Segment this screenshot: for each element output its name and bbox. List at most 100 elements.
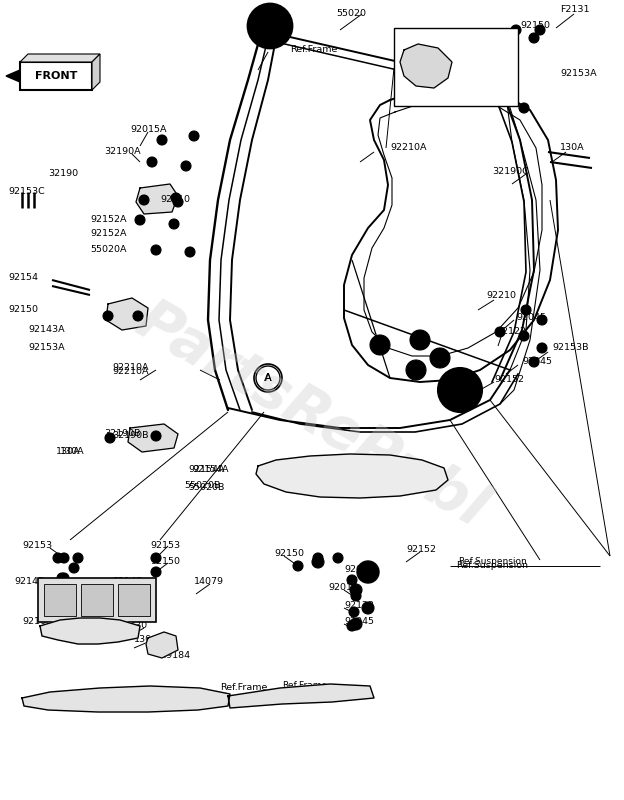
Circle shape xyxy=(59,573,69,583)
Circle shape xyxy=(511,25,521,35)
Text: 92152A: 92152A xyxy=(90,230,127,238)
Circle shape xyxy=(73,553,83,563)
Text: 92143: 92143 xyxy=(112,578,142,586)
Circle shape xyxy=(350,624,354,628)
Text: 32190: 32190 xyxy=(48,170,78,178)
Text: Ref.Suspension: Ref.Suspension xyxy=(458,558,527,566)
Polygon shape xyxy=(136,184,178,214)
Text: 92154A: 92154A xyxy=(192,466,228,474)
Circle shape xyxy=(521,305,531,315)
Circle shape xyxy=(169,219,179,229)
Circle shape xyxy=(363,567,373,577)
Circle shape xyxy=(369,462,379,470)
Text: 92152: 92152 xyxy=(494,375,524,385)
Text: 92152A: 92152A xyxy=(90,215,127,225)
Text: 92150: 92150 xyxy=(150,558,180,566)
Text: 92150: 92150 xyxy=(274,550,304,558)
Circle shape xyxy=(136,314,140,318)
Circle shape xyxy=(133,311,143,321)
Bar xyxy=(81,584,113,616)
Circle shape xyxy=(540,346,544,350)
Circle shape xyxy=(438,368,482,412)
Text: 130A: 130A xyxy=(56,447,80,457)
Bar xyxy=(394,28,518,106)
Circle shape xyxy=(188,250,192,254)
Text: 39184: 39184 xyxy=(160,651,190,661)
Circle shape xyxy=(354,459,363,469)
Circle shape xyxy=(151,567,161,577)
Circle shape xyxy=(62,576,66,580)
Circle shape xyxy=(248,4,292,48)
Circle shape xyxy=(103,311,113,321)
Text: F2131: F2131 xyxy=(560,6,590,14)
Circle shape xyxy=(56,556,60,560)
Circle shape xyxy=(350,578,354,582)
Polygon shape xyxy=(228,684,374,708)
Circle shape xyxy=(151,431,161,441)
Circle shape xyxy=(306,461,314,470)
Text: 92143A: 92143A xyxy=(28,326,65,334)
Bar xyxy=(38,578,156,622)
Text: Ref.Frame: Ref.Frame xyxy=(290,46,338,54)
Circle shape xyxy=(347,575,357,585)
Circle shape xyxy=(293,561,303,571)
Circle shape xyxy=(410,330,430,350)
Circle shape xyxy=(519,331,529,341)
Circle shape xyxy=(105,433,115,443)
Circle shape xyxy=(326,469,334,478)
Circle shape xyxy=(336,479,344,489)
Circle shape xyxy=(139,195,149,205)
Circle shape xyxy=(154,434,158,438)
Text: 92153: 92153 xyxy=(22,542,52,550)
Circle shape xyxy=(353,610,356,614)
Text: 92143: 92143 xyxy=(14,578,44,586)
Circle shape xyxy=(477,55,487,65)
Circle shape xyxy=(151,245,161,255)
Circle shape xyxy=(524,308,528,312)
Polygon shape xyxy=(20,54,100,62)
Text: 92150: 92150 xyxy=(8,306,38,314)
Text: 92210A: 92210A xyxy=(390,143,426,153)
Text: 130: 130 xyxy=(130,622,148,630)
Circle shape xyxy=(306,482,314,490)
Circle shape xyxy=(347,621,357,631)
Circle shape xyxy=(135,215,145,225)
Circle shape xyxy=(296,564,300,568)
Circle shape xyxy=(402,478,411,487)
Circle shape xyxy=(358,470,366,478)
Circle shape xyxy=(539,28,542,32)
Circle shape xyxy=(349,607,359,617)
Text: 92015: 92015 xyxy=(328,583,358,593)
Circle shape xyxy=(519,103,529,113)
Bar xyxy=(44,584,76,616)
Text: 14079: 14079 xyxy=(194,578,224,586)
Text: 55020A: 55020A xyxy=(90,246,127,254)
Circle shape xyxy=(189,131,199,141)
Circle shape xyxy=(522,106,526,110)
Circle shape xyxy=(336,556,339,560)
Text: 92153B: 92153B xyxy=(552,343,588,353)
Polygon shape xyxy=(128,424,178,452)
Text: 92154: 92154 xyxy=(8,274,38,282)
Circle shape xyxy=(522,334,526,338)
Bar xyxy=(118,584,150,616)
Circle shape xyxy=(374,473,383,482)
Circle shape xyxy=(53,553,63,563)
Circle shape xyxy=(281,477,291,486)
Circle shape xyxy=(537,343,547,353)
Circle shape xyxy=(296,473,305,482)
Circle shape xyxy=(535,25,545,35)
Text: 92045: 92045 xyxy=(344,618,374,626)
Circle shape xyxy=(386,465,394,474)
Circle shape xyxy=(176,200,180,204)
Circle shape xyxy=(312,556,324,568)
Circle shape xyxy=(139,218,142,222)
Circle shape xyxy=(171,193,181,203)
Polygon shape xyxy=(344,88,558,382)
Circle shape xyxy=(540,318,544,322)
Circle shape xyxy=(401,469,411,478)
Circle shape xyxy=(142,198,146,202)
Circle shape xyxy=(502,62,505,66)
Circle shape xyxy=(111,589,121,599)
Circle shape xyxy=(185,247,195,257)
